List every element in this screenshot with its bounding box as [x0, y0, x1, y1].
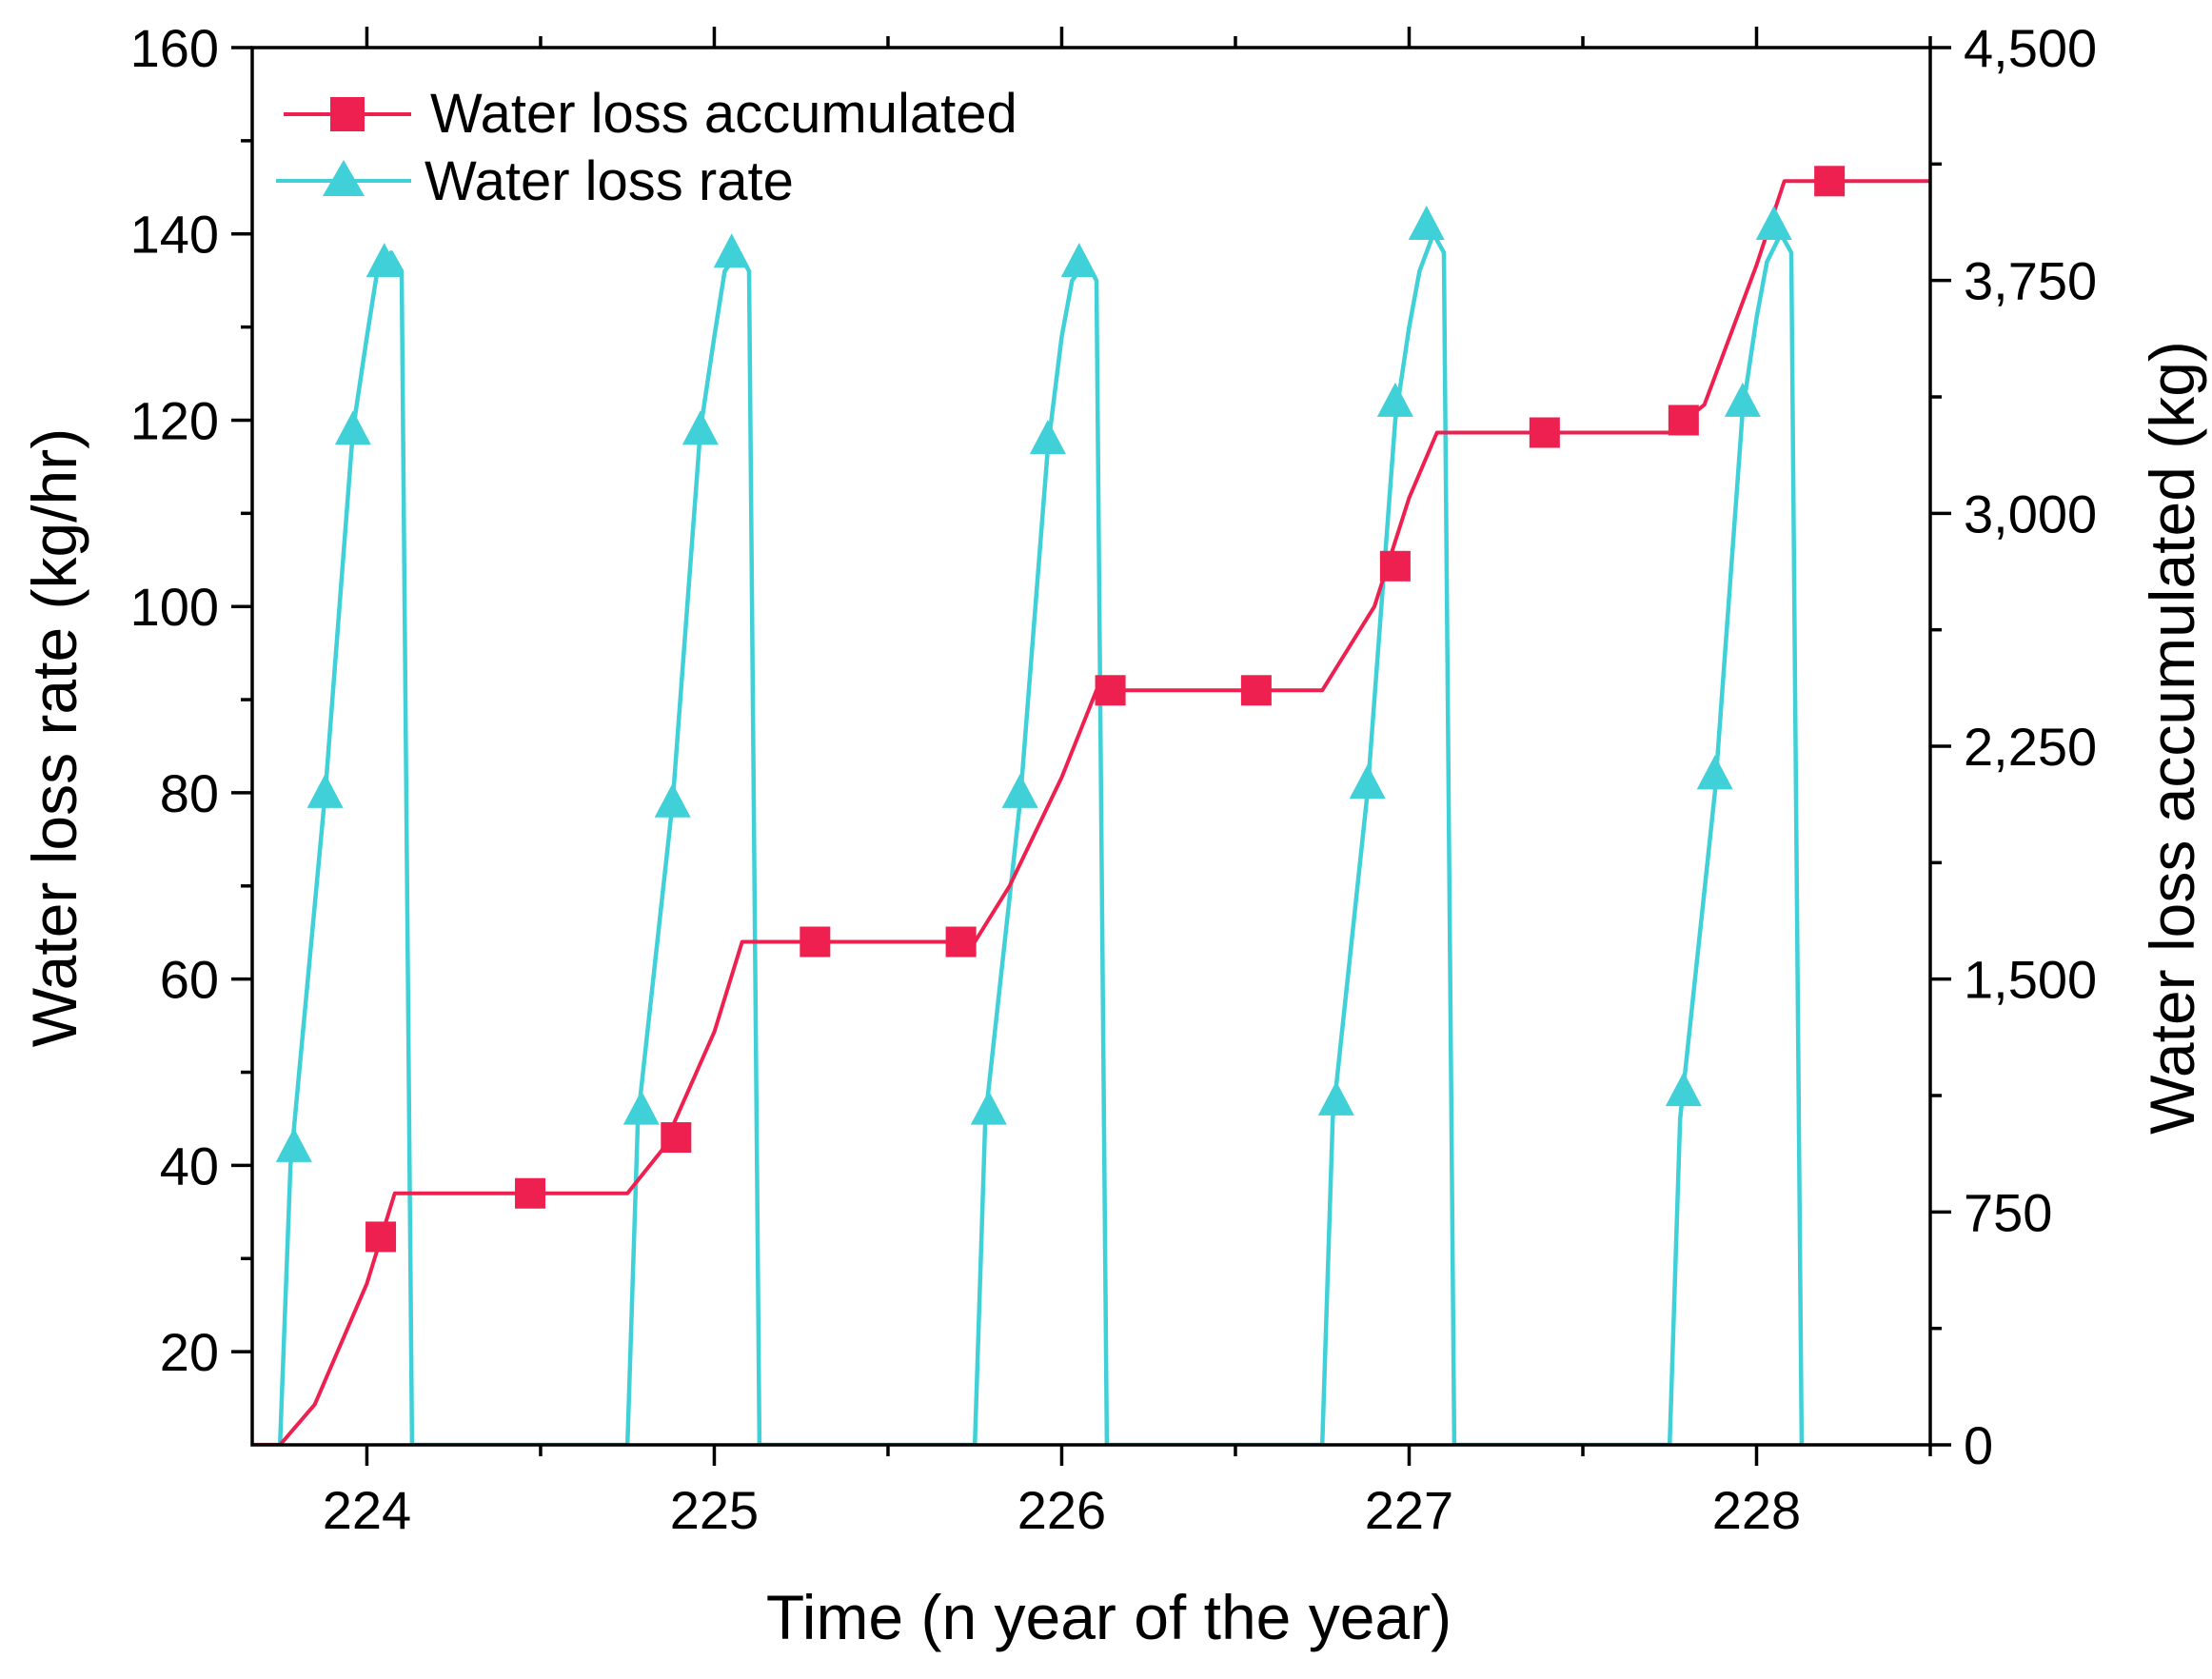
y-left-tick-label: 120: [130, 390, 219, 450]
y-left-tick-label: 160: [130, 18, 219, 78]
water-loss-accumulated-point: [1240, 675, 1272, 706]
water-loss-rate-point: [1696, 755, 1733, 790]
water-loss-rate-point: [306, 773, 344, 808]
water-loss-accumulated-point: [945, 926, 977, 958]
legend: Water loss accumulated Water loss rate: [276, 83, 1017, 212]
water-loss-rate-point: [970, 1090, 1007, 1125]
water-loss-rate-point: [1317, 1080, 1354, 1116]
water-loss-accumulated-point: [1668, 405, 1699, 436]
water-loss-rate-point: [1724, 382, 1761, 417]
y-right-tick-label: 3,750: [1964, 251, 2097, 311]
water-loss-accumulated-point: [365, 1221, 397, 1253]
x-tick-label: 227: [1365, 1480, 1453, 1540]
legend-accumulated-marker: [330, 97, 365, 131]
water-loss-rate-line: [252, 231, 1805, 1445]
y-left-tick-label: 140: [130, 205, 219, 265]
water-loss-rate-point: [654, 782, 691, 818]
water-loss-rate-point: [1001, 773, 1038, 808]
y-right-tick-label: 2,250: [1964, 717, 2097, 777]
axis-layer: 224 225 226 227 228 20 40 60 80 100 120 140 160 0 750 1…: [130, 18, 2098, 1540]
y-right-tick-label: 4,500: [1964, 18, 2097, 78]
water-loss-rate-point: [1665, 1072, 1702, 1107]
water-loss-rate-point: [1755, 205, 1792, 240]
y-left-tick-label: 80: [160, 763, 219, 823]
y-left-tick-label: 20: [160, 1322, 219, 1382]
legend-accumulated-label: Water loss accumulated: [430, 83, 1017, 145]
y-axis-left-title: Water loss rate (kg/hr): [19, 428, 89, 1047]
x-tick-label: 225: [670, 1480, 759, 1540]
y-right-tick-label: 0: [1964, 1415, 1993, 1475]
water-loss-accumulated-point: [515, 1177, 546, 1209]
water-loss-rate-point: [622, 1090, 660, 1125]
water-loss-accumulated-point: [1814, 166, 1846, 197]
x-axis-title: Time (n year of the year): [766, 1582, 1452, 1652]
water-loss-rate-point: [1376, 382, 1413, 417]
water-loss-accumulated-point: [661, 1122, 692, 1154]
water-loss-rate-point: [1408, 205, 1445, 240]
legend-rate-marker: [323, 160, 365, 196]
y-right-tick-label: 3,000: [1964, 484, 2097, 543]
water-loss-rate-point: [681, 410, 719, 445]
x-tick-label: 226: [1017, 1480, 1106, 1540]
water-loss-accumulated-point: [1379, 550, 1411, 582]
series-layer: [252, 166, 1930, 1445]
water-loss-rate-point: [1029, 420, 1066, 455]
y-axis-right-title: Water loss accumulated (kg): [2137, 341, 2207, 1135]
water-loss-rate-point: [275, 1127, 312, 1162]
x-tick-label: 228: [1712, 1480, 1801, 1540]
water-loss-accumulated-point: [1095, 675, 1126, 706]
water-loss-rate-point: [334, 410, 371, 445]
y-left-tick-label: 60: [160, 950, 219, 1010]
water-loss-rate-point: [365, 243, 403, 278]
y-left-tick-label: 100: [130, 577, 219, 637]
x-tick-label: 224: [323, 1480, 411, 1540]
water-loss-rate-point: [713, 233, 750, 268]
legend-rate-label: Water loss rate: [425, 150, 794, 212]
water-loss-accumulated-point: [1529, 417, 1560, 448]
water-loss-rate-point: [1349, 764, 1386, 800]
y-right-tick-label: 1,500: [1964, 950, 2097, 1010]
y-left-tick-label: 40: [160, 1136, 219, 1195]
water-loss-rate-point: [1060, 243, 1097, 278]
y-right-tick-label: 750: [1964, 1182, 2052, 1242]
water-loss-accumulated-point: [800, 926, 831, 958]
